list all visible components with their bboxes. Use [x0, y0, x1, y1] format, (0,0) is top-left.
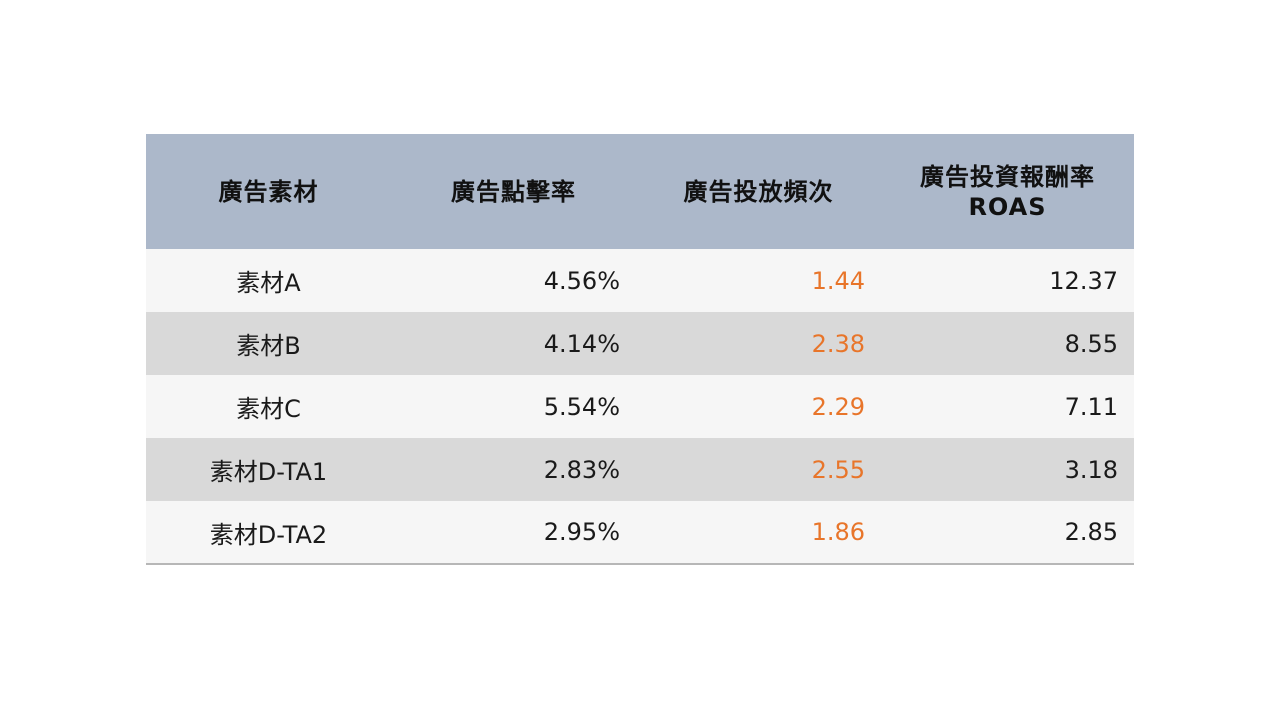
table-row: 素材D-TA2 2.95% 1.86 2.85 — [146, 501, 1134, 564]
cell-material: 素材D-TA1 — [209, 458, 328, 486]
cell-material: 素材B — [236, 332, 301, 360]
cell-frequency: 2.55 — [811, 455, 865, 484]
table-body: 素材A 4.56% 1.44 12.37 素材B 4.14% 2.38 8.55… — [146, 249, 1134, 564]
header-roas-line1: 廣告投資報酬率 — [920, 162, 1095, 191]
header-roas-line2: ROAS — [968, 192, 1047, 221]
cell-ctr: 4.14% — [543, 329, 620, 358]
table-row: 素材C 5.54% 2.29 7.11 — [146, 375, 1134, 438]
cell-roas: 8.55 — [1064, 329, 1118, 358]
cell-material: 素材A — [236, 269, 301, 297]
cell-frequency: 2.29 — [811, 392, 865, 421]
table-header: 廣告素材 廣告點擊率 廣告投放頻次 廣告投資報酬率 ROAS — [146, 134, 1134, 249]
cell-ctr: 4.56% — [543, 266, 620, 295]
header-roas: 廣告投資報酬率 ROAS — [881, 134, 1134, 249]
header-frequency: 廣告投放頻次 — [683, 177, 834, 206]
cell-material: 素材C — [236, 395, 301, 423]
header-row: 廣告素材 廣告點擊率 廣告投放頻次 廣告投資報酬率 ROAS — [146, 134, 1134, 249]
cell-material: 素材D-TA2 — [209, 520, 328, 549]
header-ctr: 廣告點擊率 — [451, 177, 576, 206]
ad-performance-table: 廣告素材 廣告點擊率 廣告投放頻次 廣告投資報酬率 ROAS 素材A 4.56%… — [146, 134, 1134, 565]
cell-frequency: 1.44 — [811, 266, 865, 295]
cell-roas: 3.18 — [1064, 455, 1118, 484]
cell-ctr: 5.54% — [543, 392, 620, 421]
cell-ctr: 2.83% — [543, 455, 620, 484]
cell-frequency: 2.38 — [811, 329, 865, 358]
cell-roas: 2.85 — [1064, 518, 1118, 546]
header-material: 廣告素材 — [218, 177, 319, 206]
cell-frequency: 1.86 — [811, 518, 865, 546]
cell-roas: 12.37 — [1049, 266, 1118, 295]
cell-roas: 7.11 — [1064, 392, 1118, 421]
cell-ctr: 2.95% — [543, 518, 620, 546]
table-row: 素材A 4.56% 1.44 12.37 — [146, 249, 1134, 312]
table-row: 素材D-TA1 2.83% 2.55 3.18 — [146, 438, 1134, 501]
table-row: 素材B 4.14% 2.38 8.55 — [146, 312, 1134, 375]
